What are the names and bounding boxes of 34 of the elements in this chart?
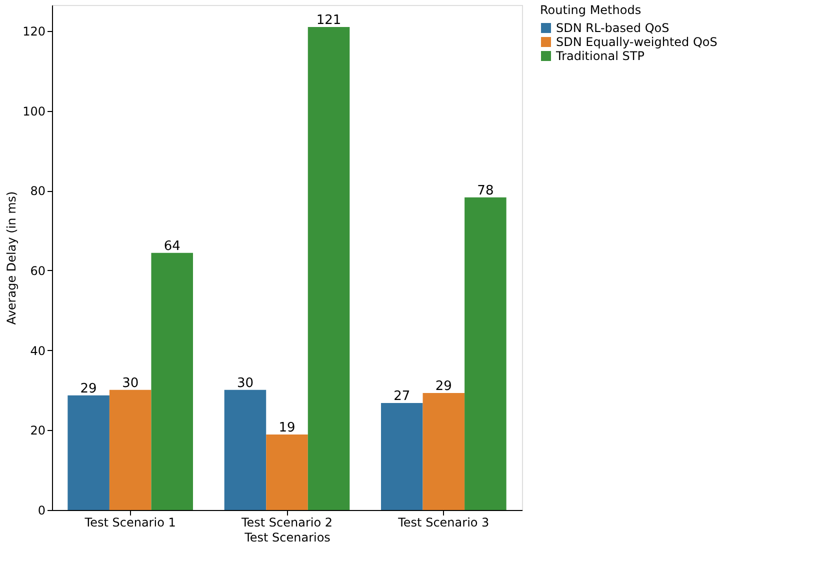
bar: [68, 395, 110, 510]
bar: [224, 390, 266, 510]
x-tick-label: Test Scenario 3: [397, 516, 490, 530]
data-label: 19: [278, 420, 296, 436]
data-label: 29: [435, 379, 452, 394]
bar: [464, 197, 506, 510]
bar: [151, 252, 193, 510]
bar: [266, 434, 308, 510]
legend-label: SDN RL-based QoS: [556, 21, 670, 35]
data-label: 30: [236, 376, 254, 391]
legend-label: SDN Equally-weighted QoS: [556, 35, 718, 49]
y-tick-label: 60: [30, 264, 46, 278]
x-tick-label: Test Scenario 2: [240, 516, 333, 530]
data-label: 30: [122, 376, 139, 391]
bar: [109, 390, 152, 510]
data-label: 64: [164, 238, 180, 254]
y-tick-label: 80: [30, 184, 46, 198]
y-tick-label: 20: [30, 424, 46, 438]
legend-label: Traditional STP: [555, 49, 644, 63]
y-tick-label: 100: [22, 104, 46, 118]
y-tick-label: 120: [22, 24, 46, 38]
bar: [422, 393, 465, 510]
y-tick-label: 0: [38, 504, 46, 518]
y-axis-title: Average Delay (in ms): [4, 191, 19, 325]
data-label: 29: [80, 381, 97, 396]
data-label: 27: [394, 389, 410, 404]
y-tick-label: 40: [30, 344, 46, 358]
data-label: 121: [316, 12, 342, 28]
legend-title: Routing Methods: [540, 3, 642, 17]
bar: [381, 403, 423, 510]
x-axis-title: Test Scenarios: [244, 530, 330, 544]
data-label: 78: [477, 183, 494, 198]
x-tick-label: Test Scenario 1: [84, 516, 176, 530]
bar: [308, 26, 350, 510]
